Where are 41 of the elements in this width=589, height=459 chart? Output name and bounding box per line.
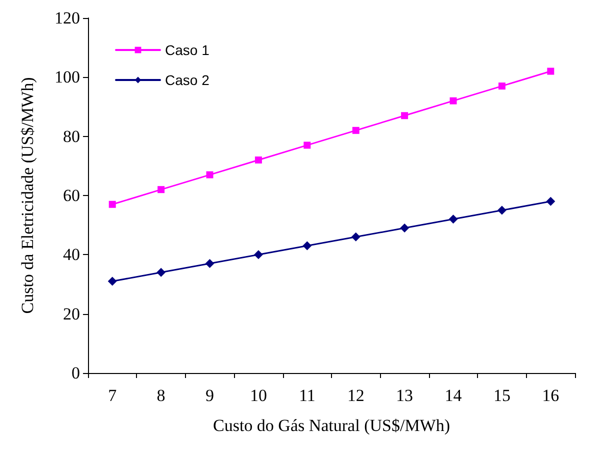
x-tick-label: 10 bbox=[250, 386, 267, 405]
point bbox=[401, 112, 408, 120]
point bbox=[352, 126, 360, 134]
point bbox=[547, 68, 554, 75]
y-tick-label: 20 bbox=[63, 304, 80, 324]
point bbox=[497, 206, 506, 215]
point bbox=[400, 224, 410, 233]
point bbox=[158, 186, 165, 194]
point bbox=[254, 250, 263, 260]
y-tick-label: 80 bbox=[63, 126, 80, 146]
legend-label: Caso 1 bbox=[165, 42, 210, 58]
x-tick-label: 15 bbox=[493, 386, 510, 405]
point bbox=[108, 200, 116, 208]
point bbox=[254, 156, 262, 164]
point bbox=[498, 82, 506, 90]
x-tick-label: 16 bbox=[542, 386, 560, 405]
point bbox=[546, 196, 556, 206]
y-tick-label: 100 bbox=[54, 68, 80, 87]
x-tick-label: 11 bbox=[298, 386, 316, 405]
point bbox=[302, 241, 312, 250]
x-tick-label: 8 bbox=[156, 386, 166, 405]
x-axis-title: Custo do Gás Natural (US$/MWh) bbox=[212, 416, 450, 435]
point bbox=[108, 276, 117, 286]
y-tick-label: 60 bbox=[63, 186, 80, 205]
point bbox=[156, 268, 166, 277]
x-tick-label: 9 bbox=[206, 386, 214, 405]
x-tick-label: 7 bbox=[108, 386, 118, 405]
point bbox=[304, 142, 311, 149]
point bbox=[206, 171, 214, 178]
y-tick-label: 40 bbox=[63, 245, 80, 264]
point bbox=[448, 214, 458, 224]
legend-label: Caso 2 bbox=[165, 72, 210, 88]
y-tick-label: 120 bbox=[54, 8, 80, 28]
point bbox=[351, 232, 360, 242]
y-tick-label: 0 bbox=[72, 364, 80, 382]
x-tick-label: 14 bbox=[444, 386, 462, 405]
point bbox=[205, 259, 214, 268]
x-tick-label: 13 bbox=[396, 386, 414, 405]
y-axis-title: Custo da Eletricidade (US$/MWh) bbox=[18, 77, 37, 314]
point bbox=[450, 97, 457, 104]
x-tick-label: 12 bbox=[347, 386, 364, 405]
